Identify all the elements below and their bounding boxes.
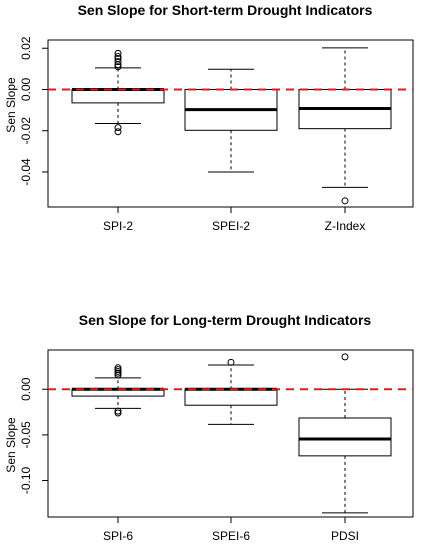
box-z-index	[298, 47, 392, 205]
plot-content: 0.00 -0.05 -0.10 SPI-6 SPEI-6 PDSI	[19, 353, 413, 543]
outlier-point	[227, 358, 235, 366]
box-spei-2	[184, 68, 278, 173]
y-tick-label: 0.00	[19, 77, 33, 101]
outlier-point	[114, 128, 122, 136]
box-spi-2	[71, 49, 165, 136]
y-tick-label: -0.10	[19, 466, 33, 494]
chart-title: Sen Slope for Short-term Drought Indicat…	[78, 2, 373, 18]
outlier-point	[114, 366, 122, 374]
y-axis-label: Sen Slope	[4, 417, 18, 473]
y-tick-label: -0.05	[19, 421, 33, 449]
box-pdsi	[298, 353, 392, 514]
outlier-point	[341, 197, 349, 205]
outlier-point	[114, 367, 122, 375]
x-tick-label: SPI-6	[103, 529, 133, 543]
x-tick-label: SPEI-2	[212, 219, 250, 233]
x-tick-label: Z-Index	[325, 219, 366, 233]
x-tick-label: PDSI	[331, 529, 359, 543]
chart-title: Sen Slope for Long-term Drought Indicato…	[79, 312, 372, 328]
outlier-point	[114, 364, 122, 372]
y-tick-label: -0.02	[19, 117, 33, 145]
outlier-point	[114, 409, 122, 417]
short-term-boxplot-panel: Sen Slope for Short-term Drought Indicat…	[4, 2, 414, 233]
y-axis-label: Sen Slope	[4, 77, 18, 133]
iqr-box	[298, 417, 392, 457]
outlier-point	[114, 124, 122, 132]
x-tick-label: SPI-2	[103, 219, 133, 233]
outlier-point	[114, 371, 122, 379]
iqr-box	[71, 88, 165, 104]
outlier-point	[114, 49, 122, 57]
outlier-point	[114, 407, 122, 415]
long-term-boxplot-panel: Sen Slope for Long-term Drought Indicato…	[4, 312, 414, 543]
outlier-point	[114, 58, 122, 66]
iqr-box	[184, 388, 278, 406]
y-tick-label: -0.04	[19, 158, 33, 186]
x-tick-label: SPEI-6	[212, 529, 250, 543]
outlier-point	[114, 369, 122, 377]
y-tick-label: 0.00	[19, 377, 33, 401]
box-spi-6	[71, 364, 165, 417]
outlier-point	[114, 61, 122, 69]
y-tick-label: 0.02	[19, 36, 33, 60]
plot-content: 0.02 0.00 -0.02 -0.04 SPI-2 SPEI-2 Z-Index	[19, 36, 413, 233]
outlier-point	[114, 52, 122, 60]
box-spei-6	[184, 358, 278, 425]
outlier-point	[114, 63, 122, 71]
outlier-point	[341, 353, 349, 361]
